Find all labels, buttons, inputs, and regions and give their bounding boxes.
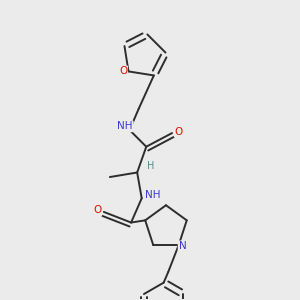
Text: O: O (175, 127, 183, 136)
Text: O: O (93, 206, 101, 215)
Text: H: H (147, 161, 154, 171)
Text: NH: NH (146, 190, 161, 200)
Text: NH: NH (117, 122, 133, 131)
Text: N: N (178, 241, 186, 251)
Text: O: O (119, 66, 127, 76)
